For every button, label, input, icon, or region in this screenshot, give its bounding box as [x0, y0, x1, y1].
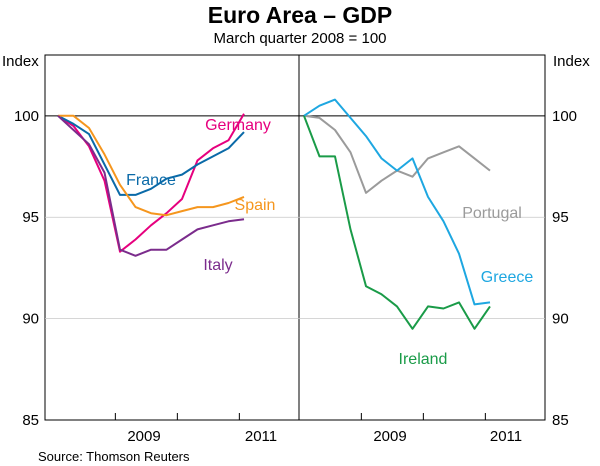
- series-line-germany: [57, 113, 245, 253]
- series-label-greece: Greece: [481, 269, 534, 286]
- y-tick-label-left: 85: [22, 412, 39, 429]
- y-tick-label-right: 90: [552, 311, 569, 328]
- series-label-portugal: Portugal: [462, 205, 522, 222]
- y-tick-label-right: 95: [552, 209, 569, 226]
- y-tick-label-left: 90: [22, 311, 39, 328]
- plot-frame: [44, 54, 546, 421]
- x-tick-label-left-2009: 2009: [127, 428, 160, 445]
- series-line-france: [57, 114, 245, 196]
- y-tick-label-right: 85: [552, 412, 569, 429]
- y-tick-label-left: 95: [22, 209, 39, 226]
- series-line-italy: [57, 115, 245, 257]
- x-tick-label-right-2009: 2009: [373, 428, 406, 445]
- series-label-germany: Germany: [205, 117, 271, 134]
- series-line-greece: [303, 98, 491, 306]
- x-tick-label-right-2011: 2011: [490, 428, 522, 445]
- y-tick-label-left: 100: [14, 108, 39, 125]
- series-label-france: France: [126, 172, 176, 189]
- y-axis-title-left: Index: [2, 53, 39, 70]
- chart-title: Euro Area – GDP: [207, 2, 393, 28]
- series-label-spain: Spain: [235, 197, 276, 214]
- x-tick-label-left-2011: 2011: [245, 428, 277, 445]
- y-axis-title-right: Index: [553, 53, 590, 70]
- chart-subtitle: March quarter 2008 = 100: [213, 30, 387, 47]
- series-line-portugal: [303, 114, 491, 194]
- series-line-spain: [58, 114, 245, 217]
- series-label-italy: Italy: [203, 257, 232, 274]
- source-note: Source: Thomson Reuters: [38, 449, 190, 464]
- series-label-ireland: Ireland: [399, 351, 448, 368]
- series-line-ireland: [303, 115, 491, 330]
- y-tick-label-right: 100: [552, 108, 577, 125]
